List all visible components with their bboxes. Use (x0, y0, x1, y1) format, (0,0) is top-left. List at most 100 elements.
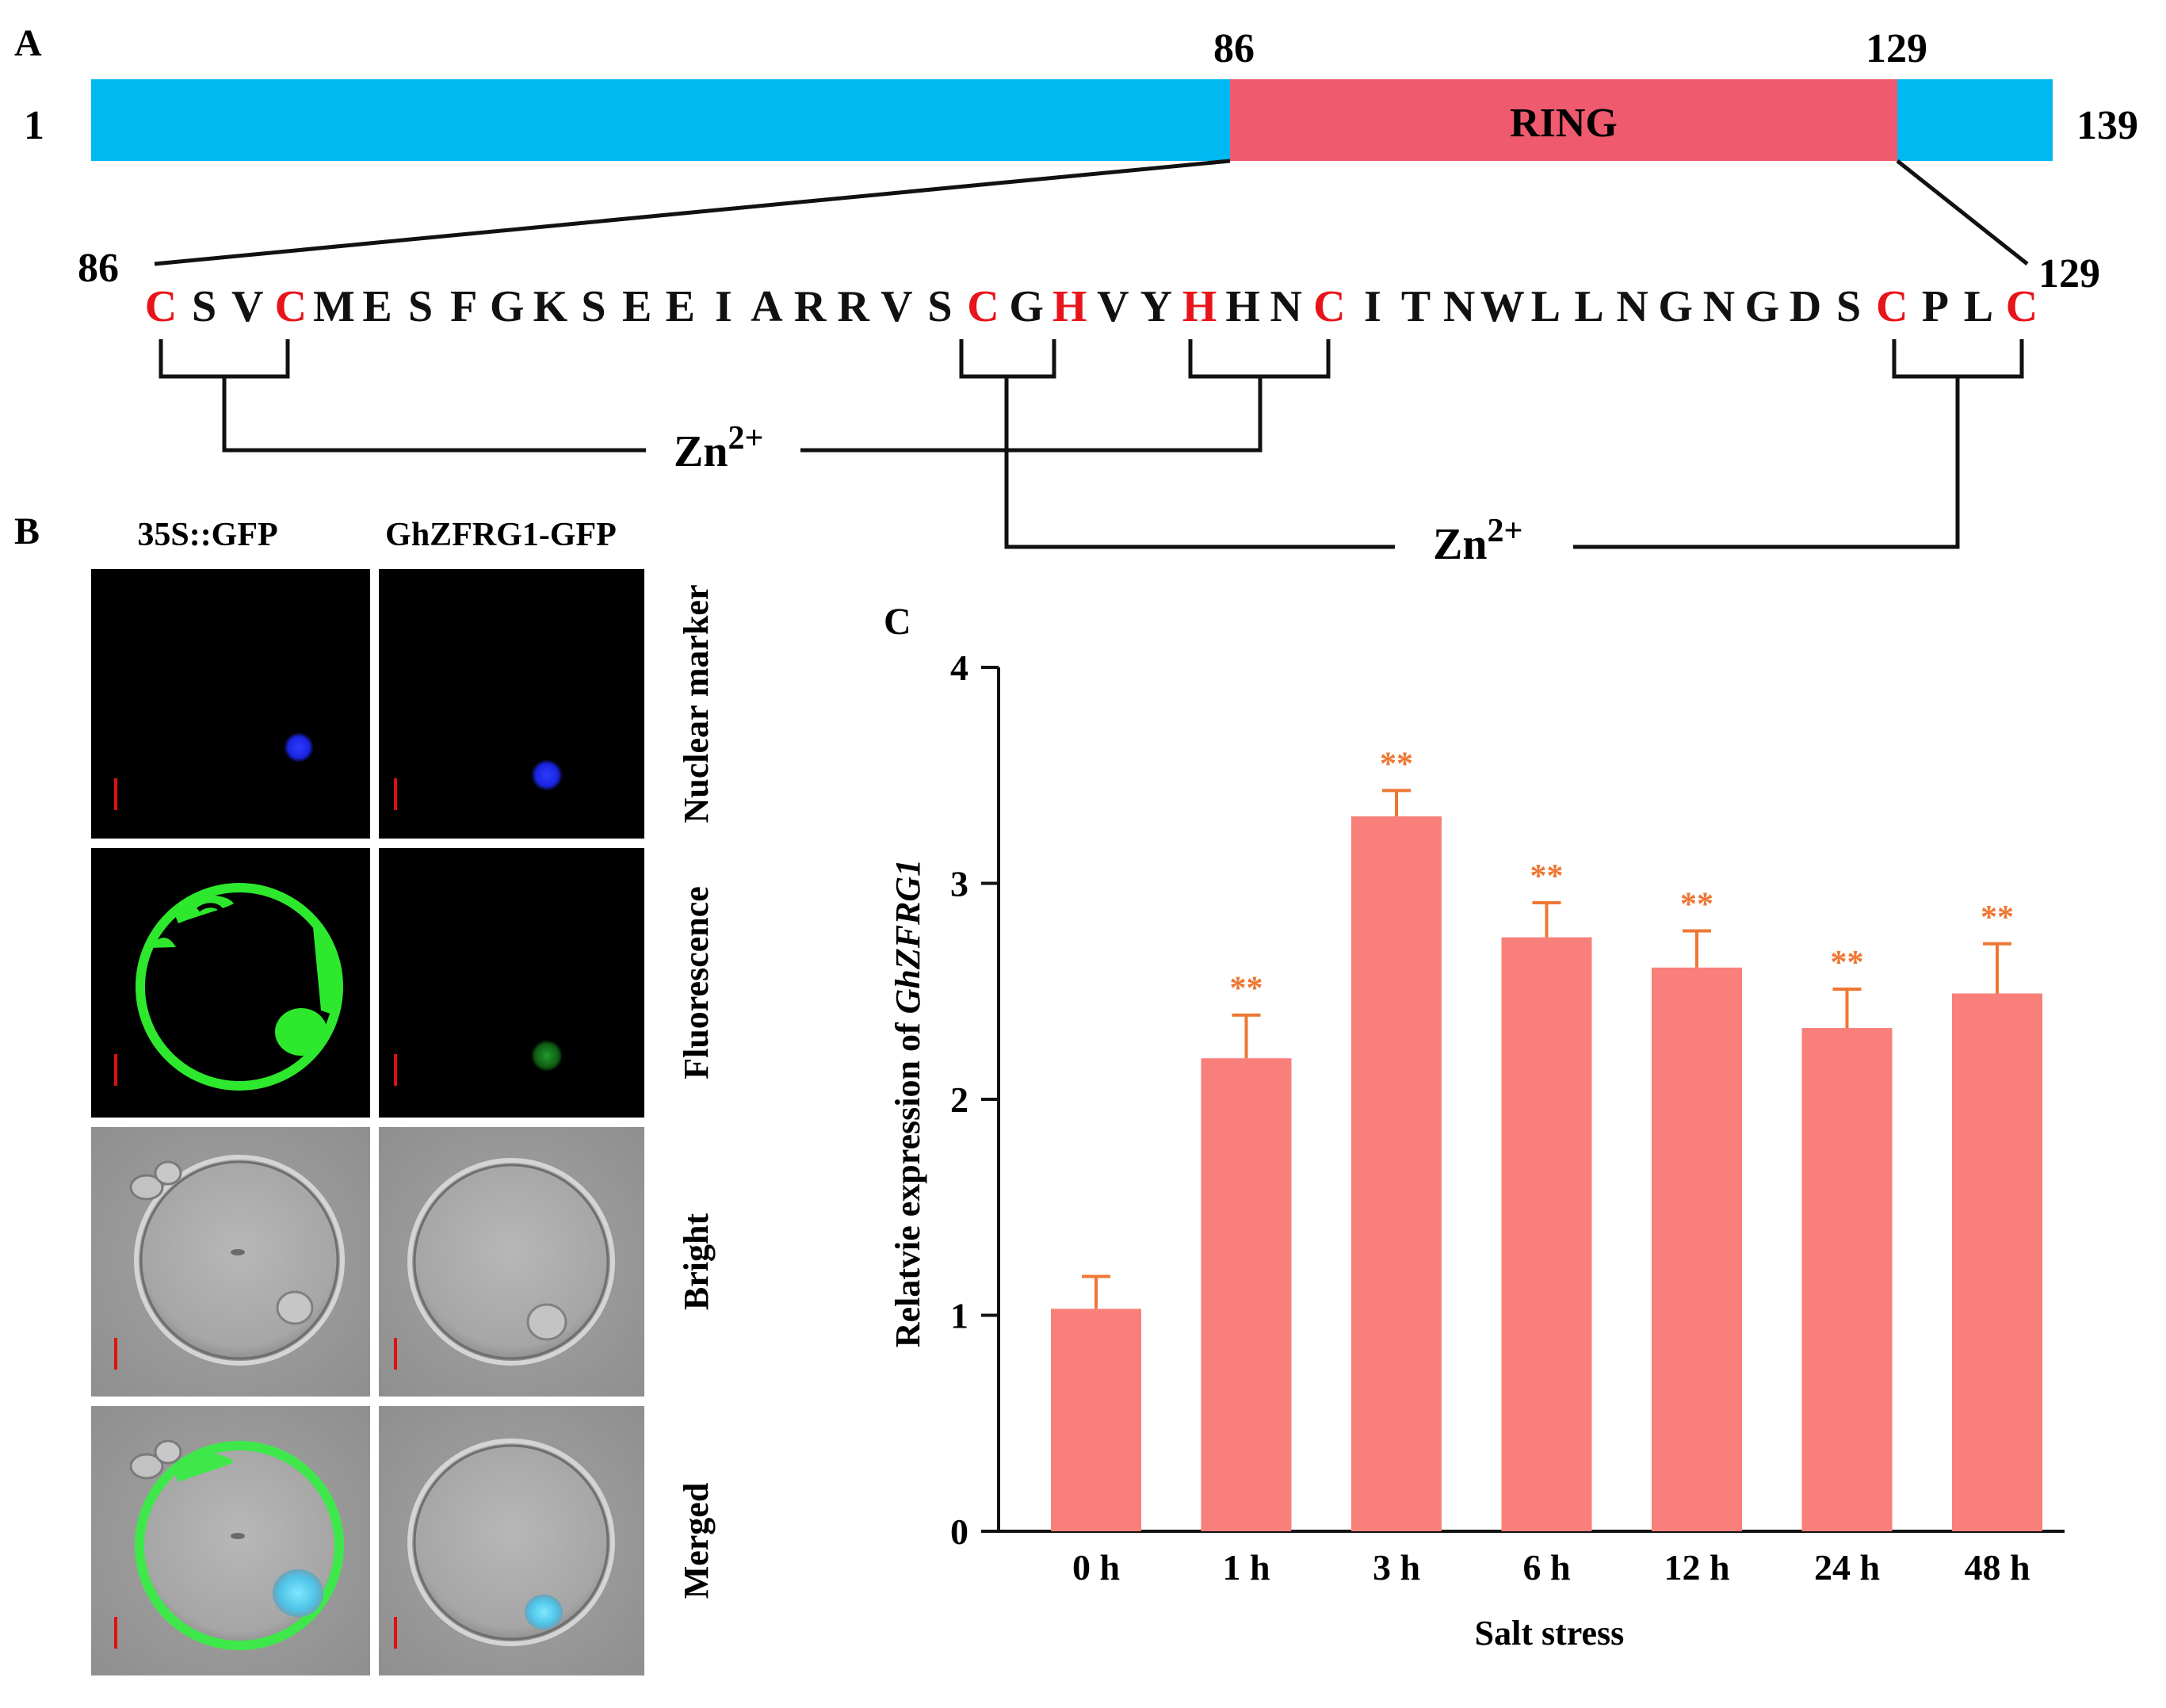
residue: Y (1140, 282, 1172, 331)
significance-label: ** (1680, 886, 1713, 923)
residue: F (450, 282, 477, 331)
residue: E (362, 282, 392, 331)
significance-label: ** (1530, 858, 1564, 895)
residue: V (231, 282, 263, 331)
domain-end-label: 129 (1866, 26, 1927, 71)
bar-chart: 0 1 2 3 4 0 h ** 1 h ** 3 h ** 6 h ** 12 h ** 24 h ** 48 … (950, 648, 2065, 1588)
panel-b: B 35S::GFP GhZFRG1-GFP (14, 510, 716, 1676)
residue: S (1836, 282, 1861, 331)
residue: L (1574, 282, 1603, 331)
image-bright-ghzfrg1 (379, 1127, 644, 1397)
residue: E (666, 282, 695, 331)
significance-label: ** (1831, 945, 1864, 981)
significance-label: ** (1230, 971, 1263, 1007)
panel-b-label: B (14, 510, 40, 552)
x-tick-label: 48 h (1964, 1547, 2030, 1588)
panel-a-label: A (14, 22, 42, 64)
residue: S (581, 282, 605, 331)
bar (1201, 1058, 1292, 1531)
residue: C (1876, 282, 1908, 331)
residue: G (1745, 282, 1780, 331)
residue: E (622, 282, 651, 331)
significance-label: ** (1380, 746, 1413, 782)
residue: W (1480, 282, 1525, 331)
bar (1652, 967, 1742, 1531)
residue: N (1703, 282, 1735, 331)
protein-end-label: 139 (2076, 103, 2138, 148)
residue: S (192, 282, 216, 331)
residue: P (1922, 282, 1949, 331)
residue: G (490, 282, 525, 331)
x-tick-label: 3 h (1373, 1547, 1420, 1588)
zn-label-1-base: Zn (674, 427, 728, 476)
zn-link-2 (1004, 376, 1960, 549)
image-bright-35s (91, 1127, 370, 1397)
image-merged-ghzfrg1 (379, 1406, 644, 1676)
zn-label-2-sup: 2+ (1488, 513, 1523, 549)
residue: D (1790, 282, 1821, 331)
zn-label-1: Zn2+ (674, 420, 763, 476)
sequence-end-label: 129 (2038, 251, 2100, 296)
zn-label-2: Zn2+ (1433, 513, 1522, 569)
panel-c-label: C (884, 601, 911, 643)
residue: I (1364, 282, 1381, 331)
y-tick-label: 4 (950, 648, 968, 688)
y-axis-title-gene: GhZFRG1 (888, 859, 927, 1014)
bar (1801, 1028, 1893, 1531)
zn-label-2-base: Zn (1433, 520, 1488, 569)
domain-start-label: 86 (1213, 26, 1255, 71)
residue: R (794, 282, 827, 331)
y-tick-label: 3 (950, 864, 968, 904)
bracket-h25-c28 (1188, 339, 1331, 379)
residue: C (145, 282, 177, 331)
bar (1501, 937, 1592, 1531)
bracket-c20-h22 (959, 339, 1056, 379)
residue: I (715, 282, 732, 331)
residue: R (837, 282, 869, 331)
zn-brackets (159, 339, 2024, 549)
bracket-c41-c44 (1892, 339, 2024, 379)
residue: V (1097, 282, 1129, 331)
y-tick-label: 0 (950, 1511, 968, 1552)
residue: N (1616, 282, 1648, 331)
image-nuclear-ghzfrg1 (379, 569, 644, 839)
residue: S (408, 282, 433, 331)
residue: C (2006, 282, 2038, 331)
residue: H (1052, 282, 1087, 331)
residue: L (1531, 282, 1561, 331)
ring-domain-bar (1230, 79, 1897, 161)
bracket-c1-c4 (159, 339, 290, 379)
residue: K (533, 282, 568, 331)
residue: G (1009, 282, 1044, 331)
residue: G (1658, 282, 1693, 331)
y-tick-label: 1 (950, 1296, 968, 1336)
zn-label-1-sup: 2+ (728, 420, 764, 457)
column-label-35s-gfp: 35S::GFP (137, 517, 277, 553)
zoom-line-left (154, 159, 1231, 266)
zoom-line-right (1896, 159, 2029, 266)
residue: N (1270, 282, 1301, 331)
bar (1051, 1309, 1141, 1531)
residue: M (313, 282, 355, 331)
image-fluorescence-ghzfrg1 (379, 848, 644, 1118)
panel-c: C 0 1 2 3 4 0 h ** 1 h ** 3 h ** 6 h ** 12 h ** 24 h ** 4… (884, 601, 2065, 1653)
x-tick-label: 0 h (1072, 1547, 1120, 1588)
image-fluorescence-35s (91, 848, 370, 1118)
zn-link-1 (222, 376, 1263, 453)
bar (1351, 816, 1442, 1531)
x-tick-label: 12 h (1664, 1547, 1729, 1588)
y-tick-label: 2 (950, 1079, 968, 1120)
residue: A (751, 282, 783, 331)
image-merged-35s (91, 1406, 370, 1676)
y-axis-title-prefix: Relatvie expression of (888, 1014, 927, 1347)
sequence-start-label: 86 (78, 246, 119, 291)
x-tick-label: 6 h (1522, 1547, 1570, 1588)
significance-label: ** (1981, 900, 2014, 936)
x-tick-label: 1 h (1222, 1547, 1270, 1588)
column-label-ghzfrg1-gfp: GhZFRG1-GFP (385, 517, 617, 553)
row-label-bright: Bright (677, 1213, 716, 1311)
image-nuclear-35s (91, 569, 370, 839)
